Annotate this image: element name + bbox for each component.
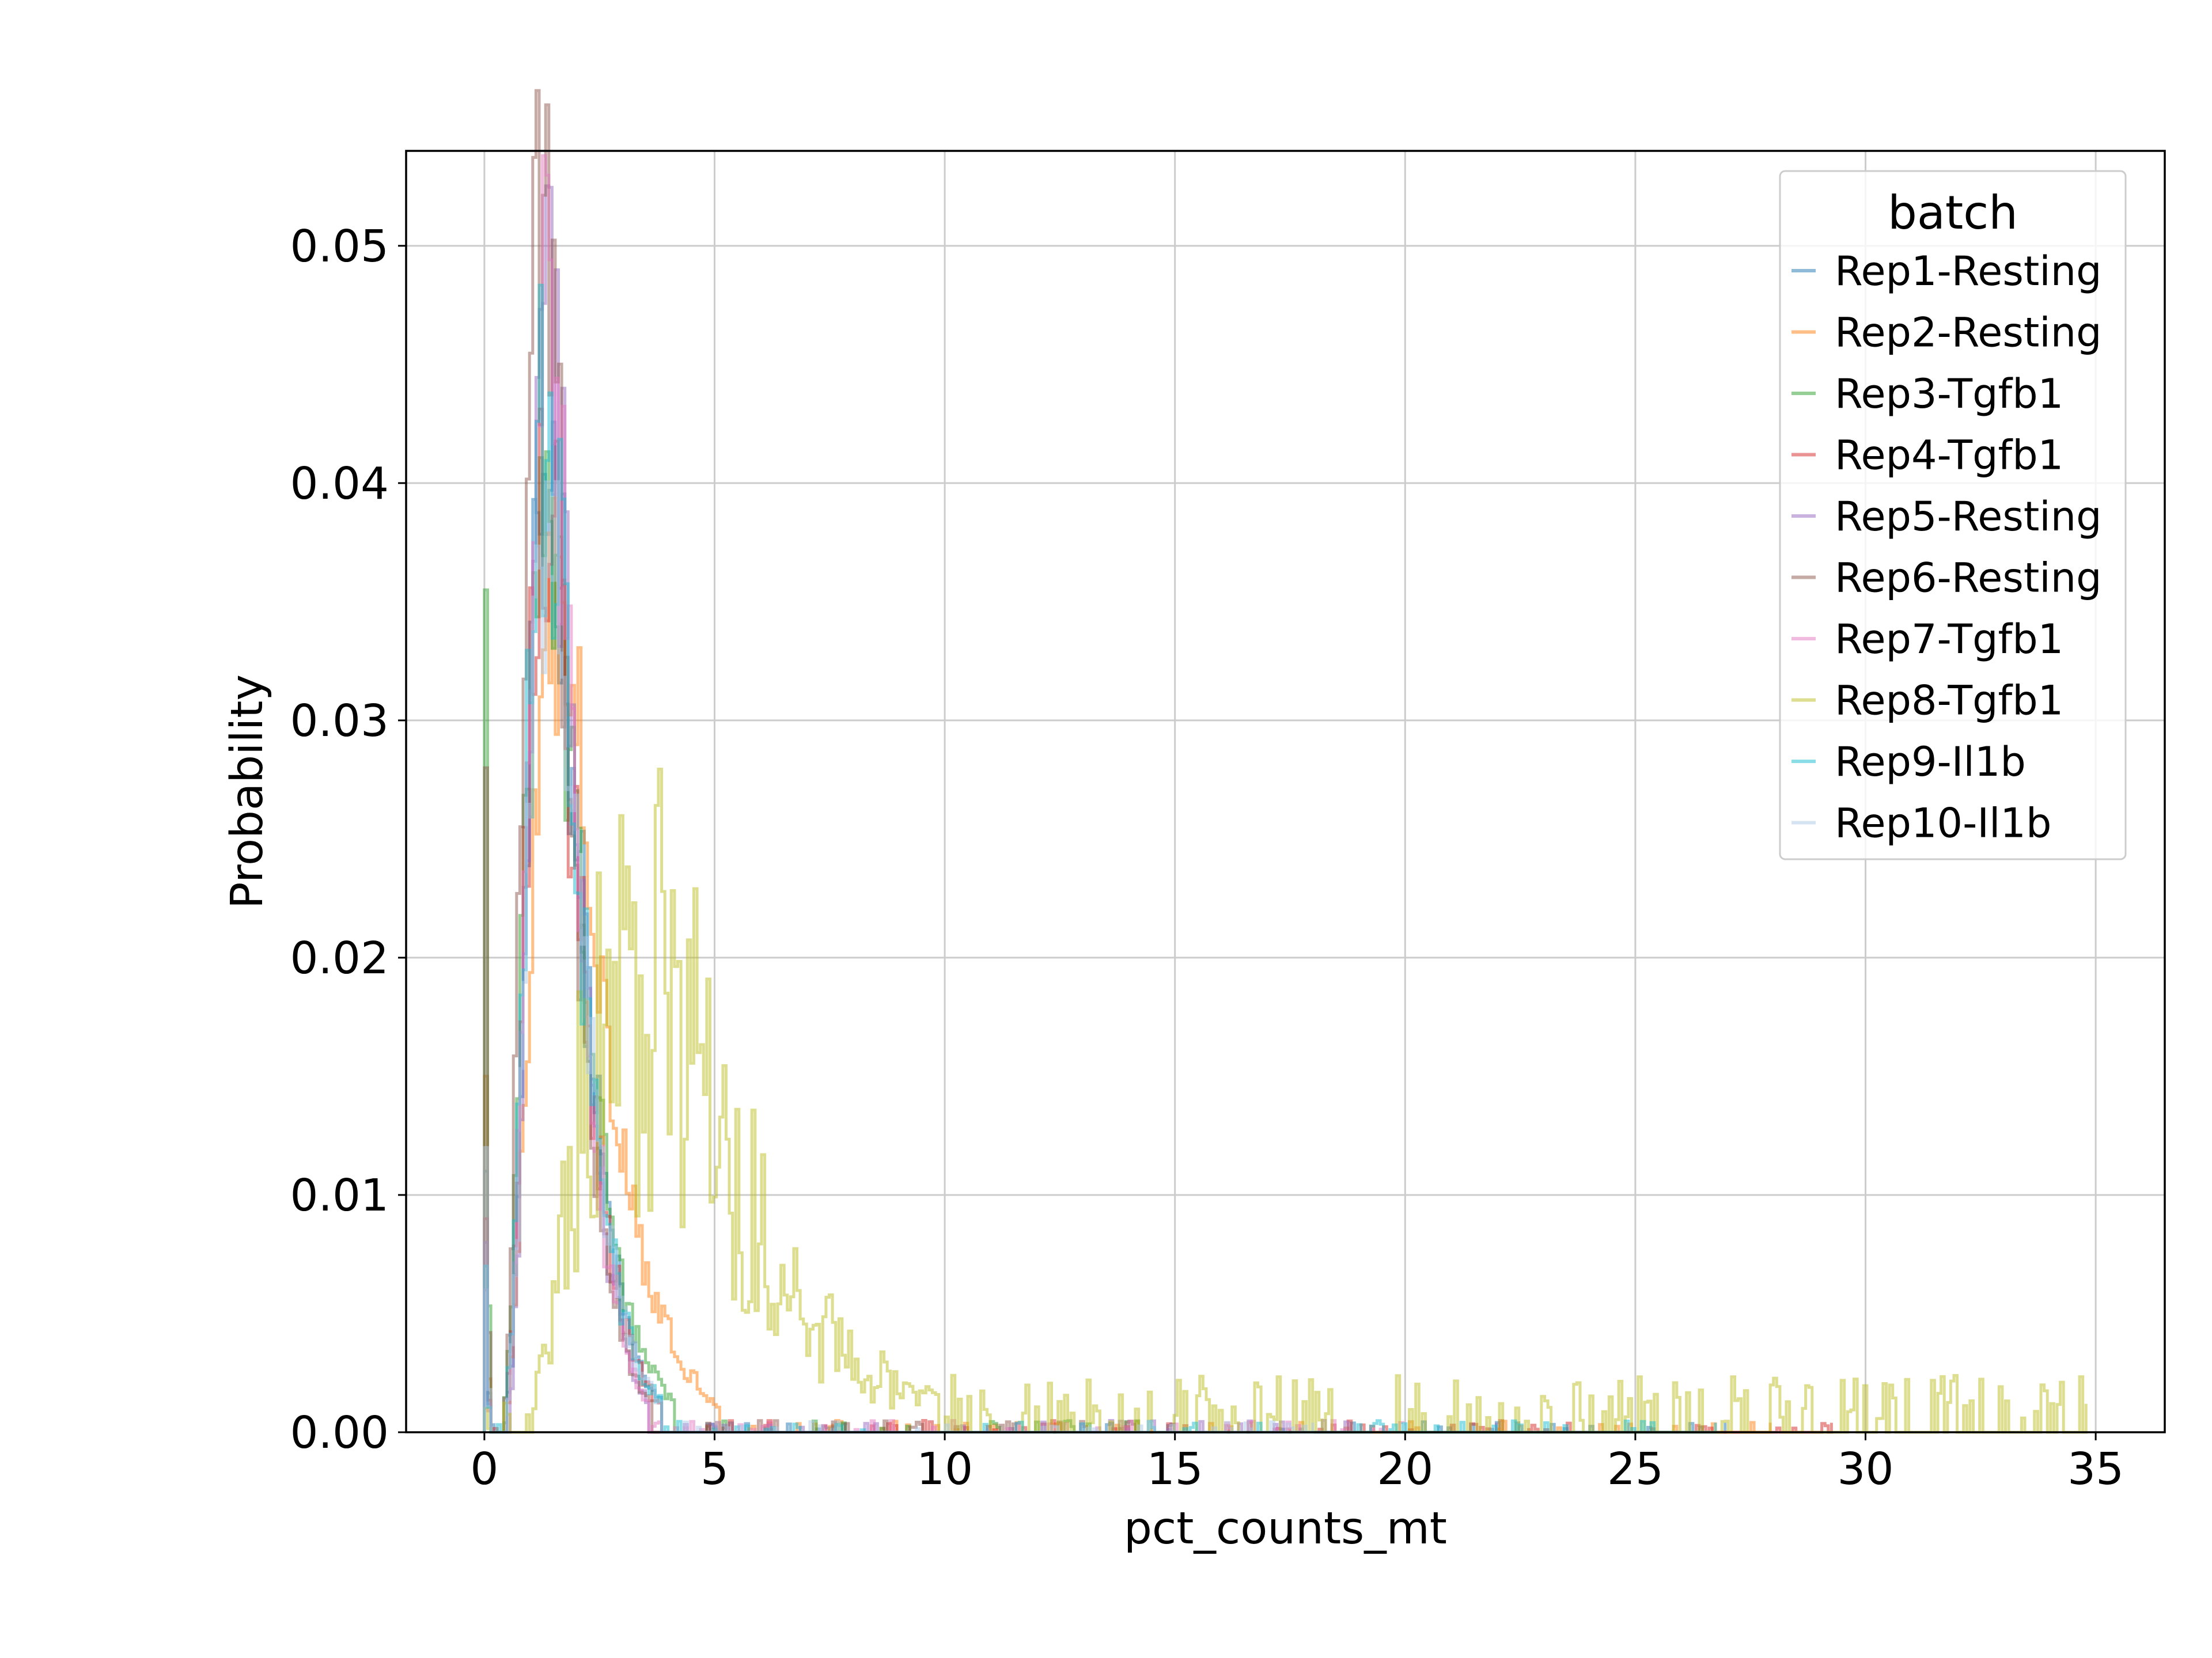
x-tick-label: 15 (1147, 1444, 1203, 1495)
legend-label: Rep10-Il1b (1835, 800, 2051, 847)
x-tick-label: 5 (700, 1444, 729, 1495)
legend-label: Rep5-Resting (1835, 493, 2102, 540)
y-tick-label: 0.05 (290, 221, 389, 272)
x-tick-label: 30 (1838, 1444, 1894, 1495)
plot-frame (405, 150, 2166, 1433)
y-axis-title: Probability (222, 674, 273, 909)
legend-label: Rep6-Resting (1835, 555, 2102, 602)
y-tick-label: 0.00 (290, 1407, 389, 1459)
legend: batch Rep1-Resting Rep2-Resting Rep3-Tgfb1… (1779, 170, 2127, 860)
legend-label: Rep1-Resting (1835, 248, 2102, 295)
legend-label: Rep4-Tgfb1 (1835, 432, 2063, 479)
x-axis: 0 5 10 15 20 25 30 35 (470, 1432, 2124, 1495)
legend-label: Rep8-Tgfb1 (1835, 677, 2063, 724)
y-tick-label: 0.03 (290, 696, 389, 747)
x-axis-title: pct_counts_mt (1124, 1503, 1447, 1554)
legend-label: Rep9-Il1b (1835, 738, 2026, 786)
y-tick-label: 0.01 (290, 1170, 389, 1221)
legend-title: batch (1888, 186, 2018, 240)
legend-box (1779, 170, 2127, 860)
x-tick-label: 25 (1607, 1444, 1664, 1495)
legend-label: Rep2-Resting (1835, 309, 2102, 356)
legend-items: Rep1-Resting Rep2-Resting Rep3-Tgfb1 Rep4-T… (1791, 248, 2102, 847)
y-tick-label: 0.04 (290, 458, 389, 510)
x-tick-label: 35 (2067, 1444, 2124, 1495)
x-tick-label: 20 (1377, 1444, 1433, 1495)
x-tick-label: 0 (470, 1444, 498, 1495)
x-tick-label: 10 (916, 1444, 973, 1495)
y-tick-label: 0.02 (290, 933, 389, 984)
y-axis: 0.00 0.01 0.02 0.03 0.04 0.05 (290, 221, 406, 1459)
legend-label: Rep7-Tgfb1 (1835, 616, 2063, 663)
legend-label: Rep3-Tgfb1 (1835, 370, 2063, 418)
